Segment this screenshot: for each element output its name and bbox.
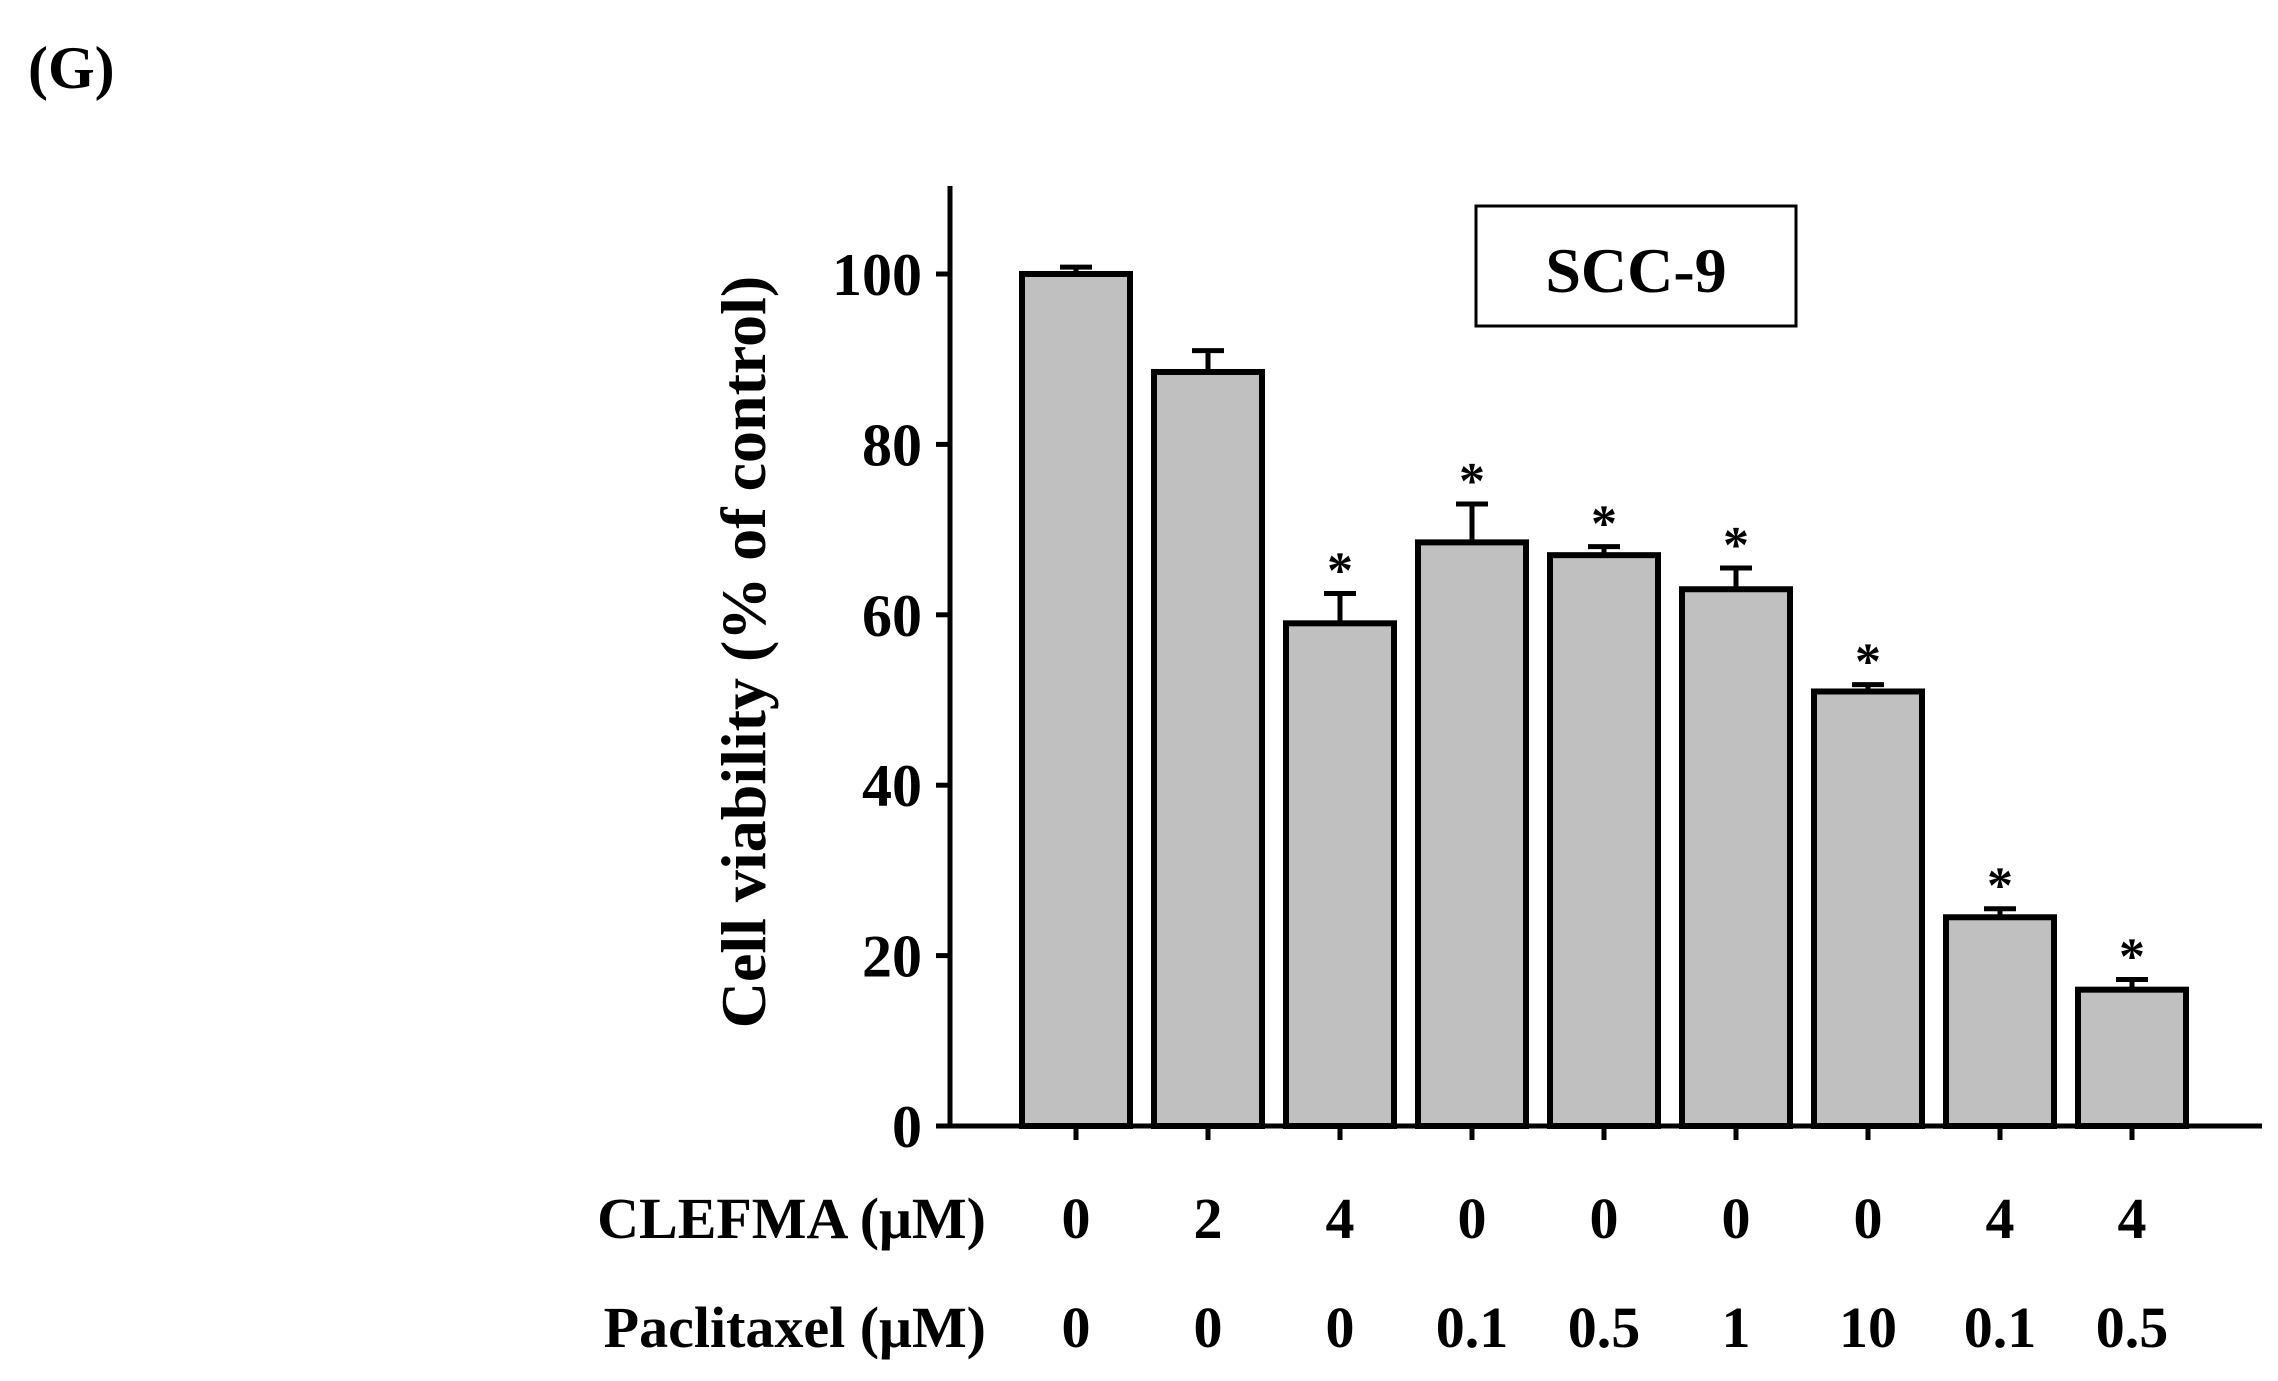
significance-mark: * (1591, 496, 1617, 553)
bar (1151, 368, 1265, 1130)
condition-row-label: CLEFMA (μM) (597, 1186, 986, 1251)
condition-value: 4 (1986, 1186, 2015, 1251)
condition-value: 0 (1194, 1295, 1223, 1360)
condition-value: 0 (1590, 1186, 1619, 1251)
condition-value: 4 (2118, 1186, 2147, 1251)
condition-value: 0 (1062, 1295, 1091, 1360)
y-axis: 0 20 40 60 80 100 Cell viability (% of contro… (708, 186, 953, 1160)
condition-value: 0.1 (1436, 1295, 1509, 1360)
condition-value: 0 (1326, 1295, 1355, 1360)
cell-line-box (1474, 204, 1798, 328)
significance-mark: * (1723, 517, 1749, 574)
bar (1547, 552, 1661, 1129)
bar (1415, 539, 1529, 1129)
panel-label: (G) (28, 35, 115, 101)
bar (1019, 271, 1133, 1129)
y-ticks: 0 20 40 60 80 100 (832, 242, 950, 1160)
bar (1811, 688, 1925, 1129)
bar (1283, 620, 1397, 1129)
bar (1679, 586, 1793, 1129)
condition-value: 4 (1326, 1186, 1355, 1251)
y-tick-label: 0 (892, 1094, 922, 1160)
condition-value: 0.5 (2096, 1295, 2169, 1360)
condition-value: 10 (1839, 1295, 1897, 1360)
condition-value: 2 (1194, 1186, 1223, 1251)
y-axis-label: Cell viability (% of control) (708, 276, 779, 1029)
bar (2075, 986, 2189, 1129)
significance-mark: * (2119, 928, 2145, 985)
y-tick-label: 20 (862, 924, 922, 990)
chart-title: SCC-9 (1545, 235, 1726, 306)
condition-value: 1 (1722, 1295, 1751, 1360)
condition-value: 0 (1722, 1186, 1751, 1251)
significance-mark: * (1855, 634, 1881, 691)
bars (1019, 271, 2189, 1130)
y-tick-label: 80 (862, 412, 922, 478)
condition-value: 0 (1854, 1186, 1883, 1251)
y-tick-label: 60 (862, 583, 922, 649)
significance-marks: * * * * * * * (1327, 453, 2145, 985)
bar (1943, 914, 2057, 1130)
y-tick-label: 100 (832, 242, 922, 308)
error-bars (1060, 264, 2148, 990)
condition-value: 0.5 (1568, 1295, 1641, 1360)
significance-mark: * (1327, 543, 1353, 600)
significance-mark: * (1459, 453, 1485, 510)
condition-table: CLEFMA (μM) 0 2 4 0 0 0 0 4 4 Paclitaxel (μM) 0 0 0 0.… (597, 1186, 2168, 1360)
condition-row-label: Paclitaxel (μM) (604, 1295, 986, 1360)
significance-mark: * (1987, 858, 2013, 915)
condition-value: 0 (1062, 1186, 1091, 1251)
condition-value: 0.1 (1964, 1295, 2037, 1360)
y-tick-label: 40 (862, 753, 922, 819)
condition-value: 0 (1458, 1186, 1487, 1251)
legend-box: SCC-9 (1474, 204, 1798, 328)
